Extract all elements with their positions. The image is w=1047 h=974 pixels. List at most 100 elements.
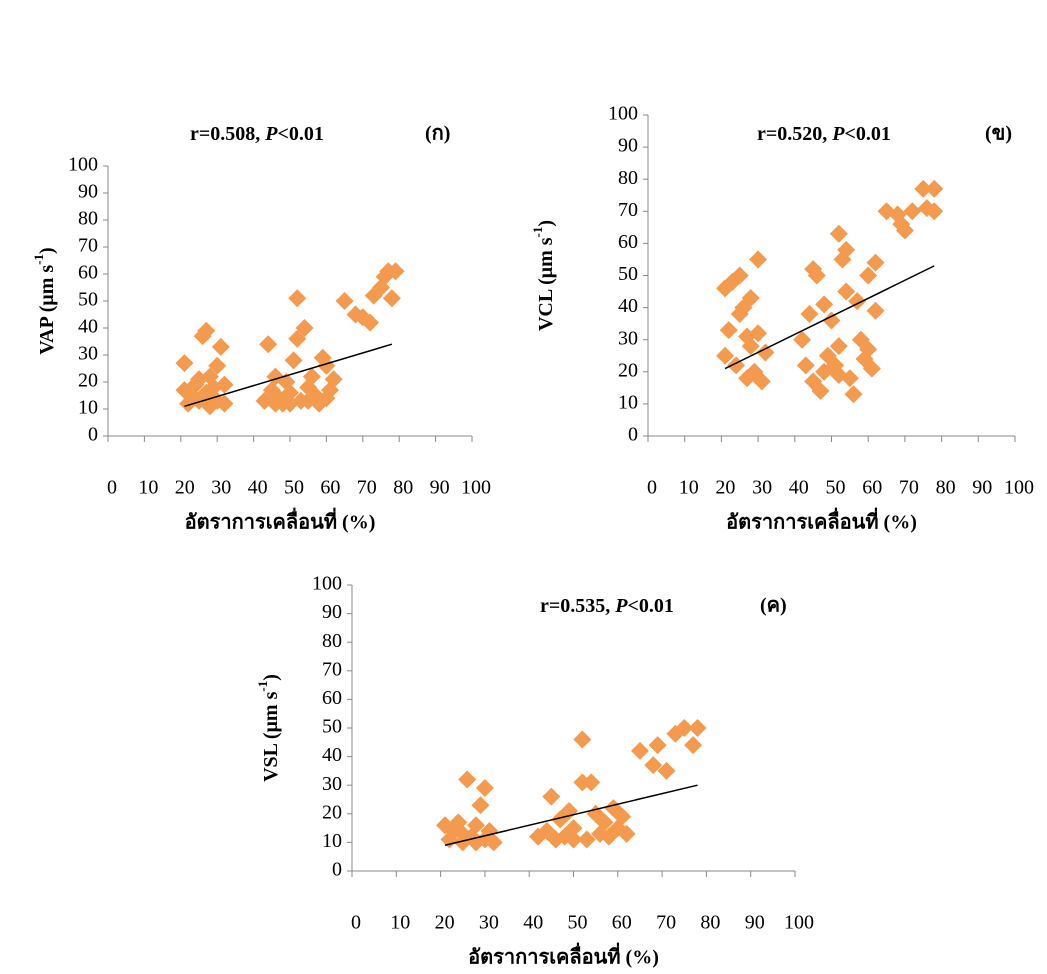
y-tick-label: 10 bbox=[618, 391, 638, 413]
point bbox=[577, 830, 596, 849]
y-tick-label: 80 bbox=[322, 630, 342, 652]
x-axis-title: อัตราการเคลื่อนที่ (%) bbox=[468, 942, 659, 969]
point bbox=[829, 224, 848, 243]
x-tick-label: 40 bbox=[789, 477, 809, 499]
point bbox=[208, 356, 227, 375]
x-tick-label: 100 bbox=[461, 477, 491, 499]
point bbox=[644, 756, 663, 775]
y-tick-label: 100 bbox=[312, 573, 342, 595]
point bbox=[617, 824, 636, 843]
y-tick-label: 20 bbox=[322, 801, 342, 823]
x-tick-label: 10 bbox=[679, 477, 699, 499]
y-tick-label: 40 bbox=[618, 295, 638, 317]
point bbox=[335, 292, 354, 310]
y-tick-label: 100 bbox=[68, 154, 98, 176]
point bbox=[862, 359, 881, 378]
point bbox=[281, 394, 299, 413]
y-axis-title-sup: -1 bbox=[530, 227, 545, 238]
x-tick-label: 20 bbox=[715, 477, 735, 499]
x-tick-label: 30 bbox=[752, 477, 772, 499]
chart: 0 10 20 30 40 50 60 70 80 90 100 0 10 20 30 40 50 60 70 80 9… bbox=[31, 123, 491, 534]
point bbox=[800, 305, 819, 324]
x-tick-label: 90 bbox=[745, 912, 765, 934]
point bbox=[866, 253, 885, 272]
x-tick-label: 0 bbox=[351, 912, 361, 934]
x-tick-label: 10 bbox=[390, 912, 410, 934]
y-axis-title-end: ) bbox=[36, 247, 58, 254]
stat: r=0.508, bbox=[190, 123, 265, 145]
point bbox=[467, 816, 486, 835]
x-tick-label: 60 bbox=[612, 912, 632, 934]
point bbox=[317, 356, 336, 375]
point bbox=[859, 266, 878, 285]
point bbox=[793, 330, 812, 349]
x-tick-label: 100 bbox=[784, 912, 814, 934]
stat: r=0.535, bbox=[540, 595, 615, 617]
y-tick-label: 0 bbox=[88, 424, 98, 446]
y-tick-label: 80 bbox=[78, 208, 98, 230]
point bbox=[317, 389, 336, 408]
y-tick-label: 50 bbox=[618, 263, 638, 285]
x-tick-label: 90 bbox=[972, 477, 992, 499]
y-tick-label: 90 bbox=[78, 181, 98, 203]
point bbox=[595, 813, 614, 832]
point bbox=[361, 313, 380, 332]
x-tick-label: 60 bbox=[320, 477, 340, 499]
point bbox=[281, 383, 299, 402]
y-tick-label: 10 bbox=[322, 830, 342, 852]
point bbox=[719, 321, 738, 340]
y-tick-label: 60 bbox=[78, 262, 98, 284]
point bbox=[815, 295, 834, 314]
point bbox=[467, 833, 486, 852]
x-tick-label: 30 bbox=[211, 477, 231, 499]
point bbox=[613, 807, 632, 826]
x-tick-label: 100 bbox=[1004, 477, 1034, 499]
x-tick-label: 50 bbox=[284, 477, 304, 499]
panel-label: (ก) bbox=[425, 123, 450, 145]
point bbox=[302, 367, 321, 386]
x-tick-label: 50 bbox=[568, 912, 588, 934]
y-axis-title-text: VAP (μm s bbox=[36, 265, 58, 355]
point bbox=[266, 394, 285, 413]
x-axis-title: อัตราการเคลื่อนที่ (%) bbox=[185, 507, 376, 534]
point bbox=[382, 289, 401, 308]
trendline bbox=[724, 265, 935, 370]
point bbox=[684, 736, 703, 755]
x-tick-label: 40 bbox=[523, 912, 543, 934]
y-axis-title: VAP (μm s-1) bbox=[31, 247, 58, 354]
point bbox=[844, 385, 863, 404]
y-axis-title-text: VSL (μm s bbox=[260, 691, 282, 781]
y-tick-label: 40 bbox=[78, 316, 98, 338]
point bbox=[324, 370, 343, 389]
y-tick-label: 0 bbox=[332, 859, 342, 881]
point bbox=[453, 824, 472, 843]
annotation: r=0.508, P<0.01 bbox=[190, 123, 324, 145]
x-tick-label: 90 bbox=[430, 477, 450, 499]
y-axis-title-sup: -1 bbox=[31, 254, 46, 265]
x-tick-label: 80 bbox=[936, 477, 956, 499]
point bbox=[752, 372, 771, 391]
x-tick-label: 50 bbox=[826, 477, 846, 499]
y-tick-label: 100 bbox=[608, 103, 638, 125]
x-tick-label: 0 bbox=[647, 477, 657, 499]
point bbox=[175, 354, 194, 373]
point bbox=[484, 833, 503, 852]
point bbox=[284, 351, 303, 370]
y-axis-title-end: ) bbox=[535, 220, 557, 227]
point bbox=[657, 761, 676, 780]
x-tick-label: 40 bbox=[248, 477, 268, 499]
point bbox=[215, 375, 234, 394]
y-tick-label: 30 bbox=[322, 773, 342, 795]
y-tick-label: 60 bbox=[618, 231, 638, 253]
point bbox=[259, 335, 278, 354]
annotation: r=0.535, P<0.01 bbox=[540, 595, 674, 617]
p-value: <0.01 bbox=[278, 123, 324, 145]
point bbox=[829, 337, 848, 356]
y-tick-label: 70 bbox=[78, 235, 98, 257]
y-tick-label: 50 bbox=[78, 289, 98, 311]
point bbox=[688, 719, 707, 737]
point bbox=[822, 311, 841, 330]
point bbox=[471, 796, 490, 815]
point bbox=[299, 391, 318, 410]
point bbox=[211, 337, 230, 356]
